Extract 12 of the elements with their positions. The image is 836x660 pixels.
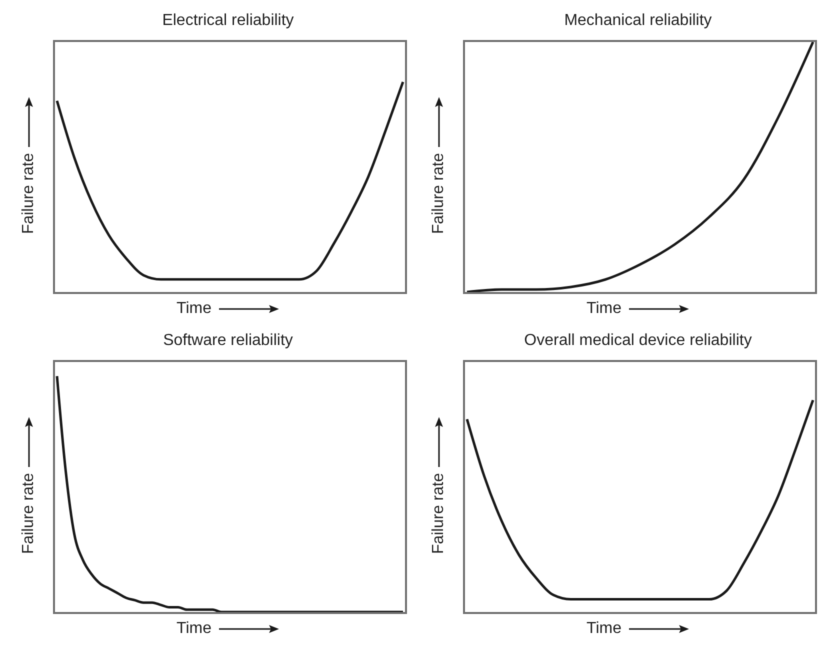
x-axis-title: Time [176,300,212,317]
chart-title: Software reliability [162,332,294,350]
y-axis-title: Failure rate [20,472,38,554]
y-axis-title: Failure rate [430,152,448,234]
x-axis-title: Time [176,620,212,637]
chart-title: Electrical reliability [161,12,295,30]
y-axis-title: Failure rate [20,152,38,234]
chart-title: Overall medical device reliability [523,332,753,350]
chart-title: Mechanical reliability [563,12,713,30]
x-axis-title: Time [586,620,622,637]
y-axis-title: Failure rate [430,472,448,554]
x-axis-title: Time [586,300,622,317]
